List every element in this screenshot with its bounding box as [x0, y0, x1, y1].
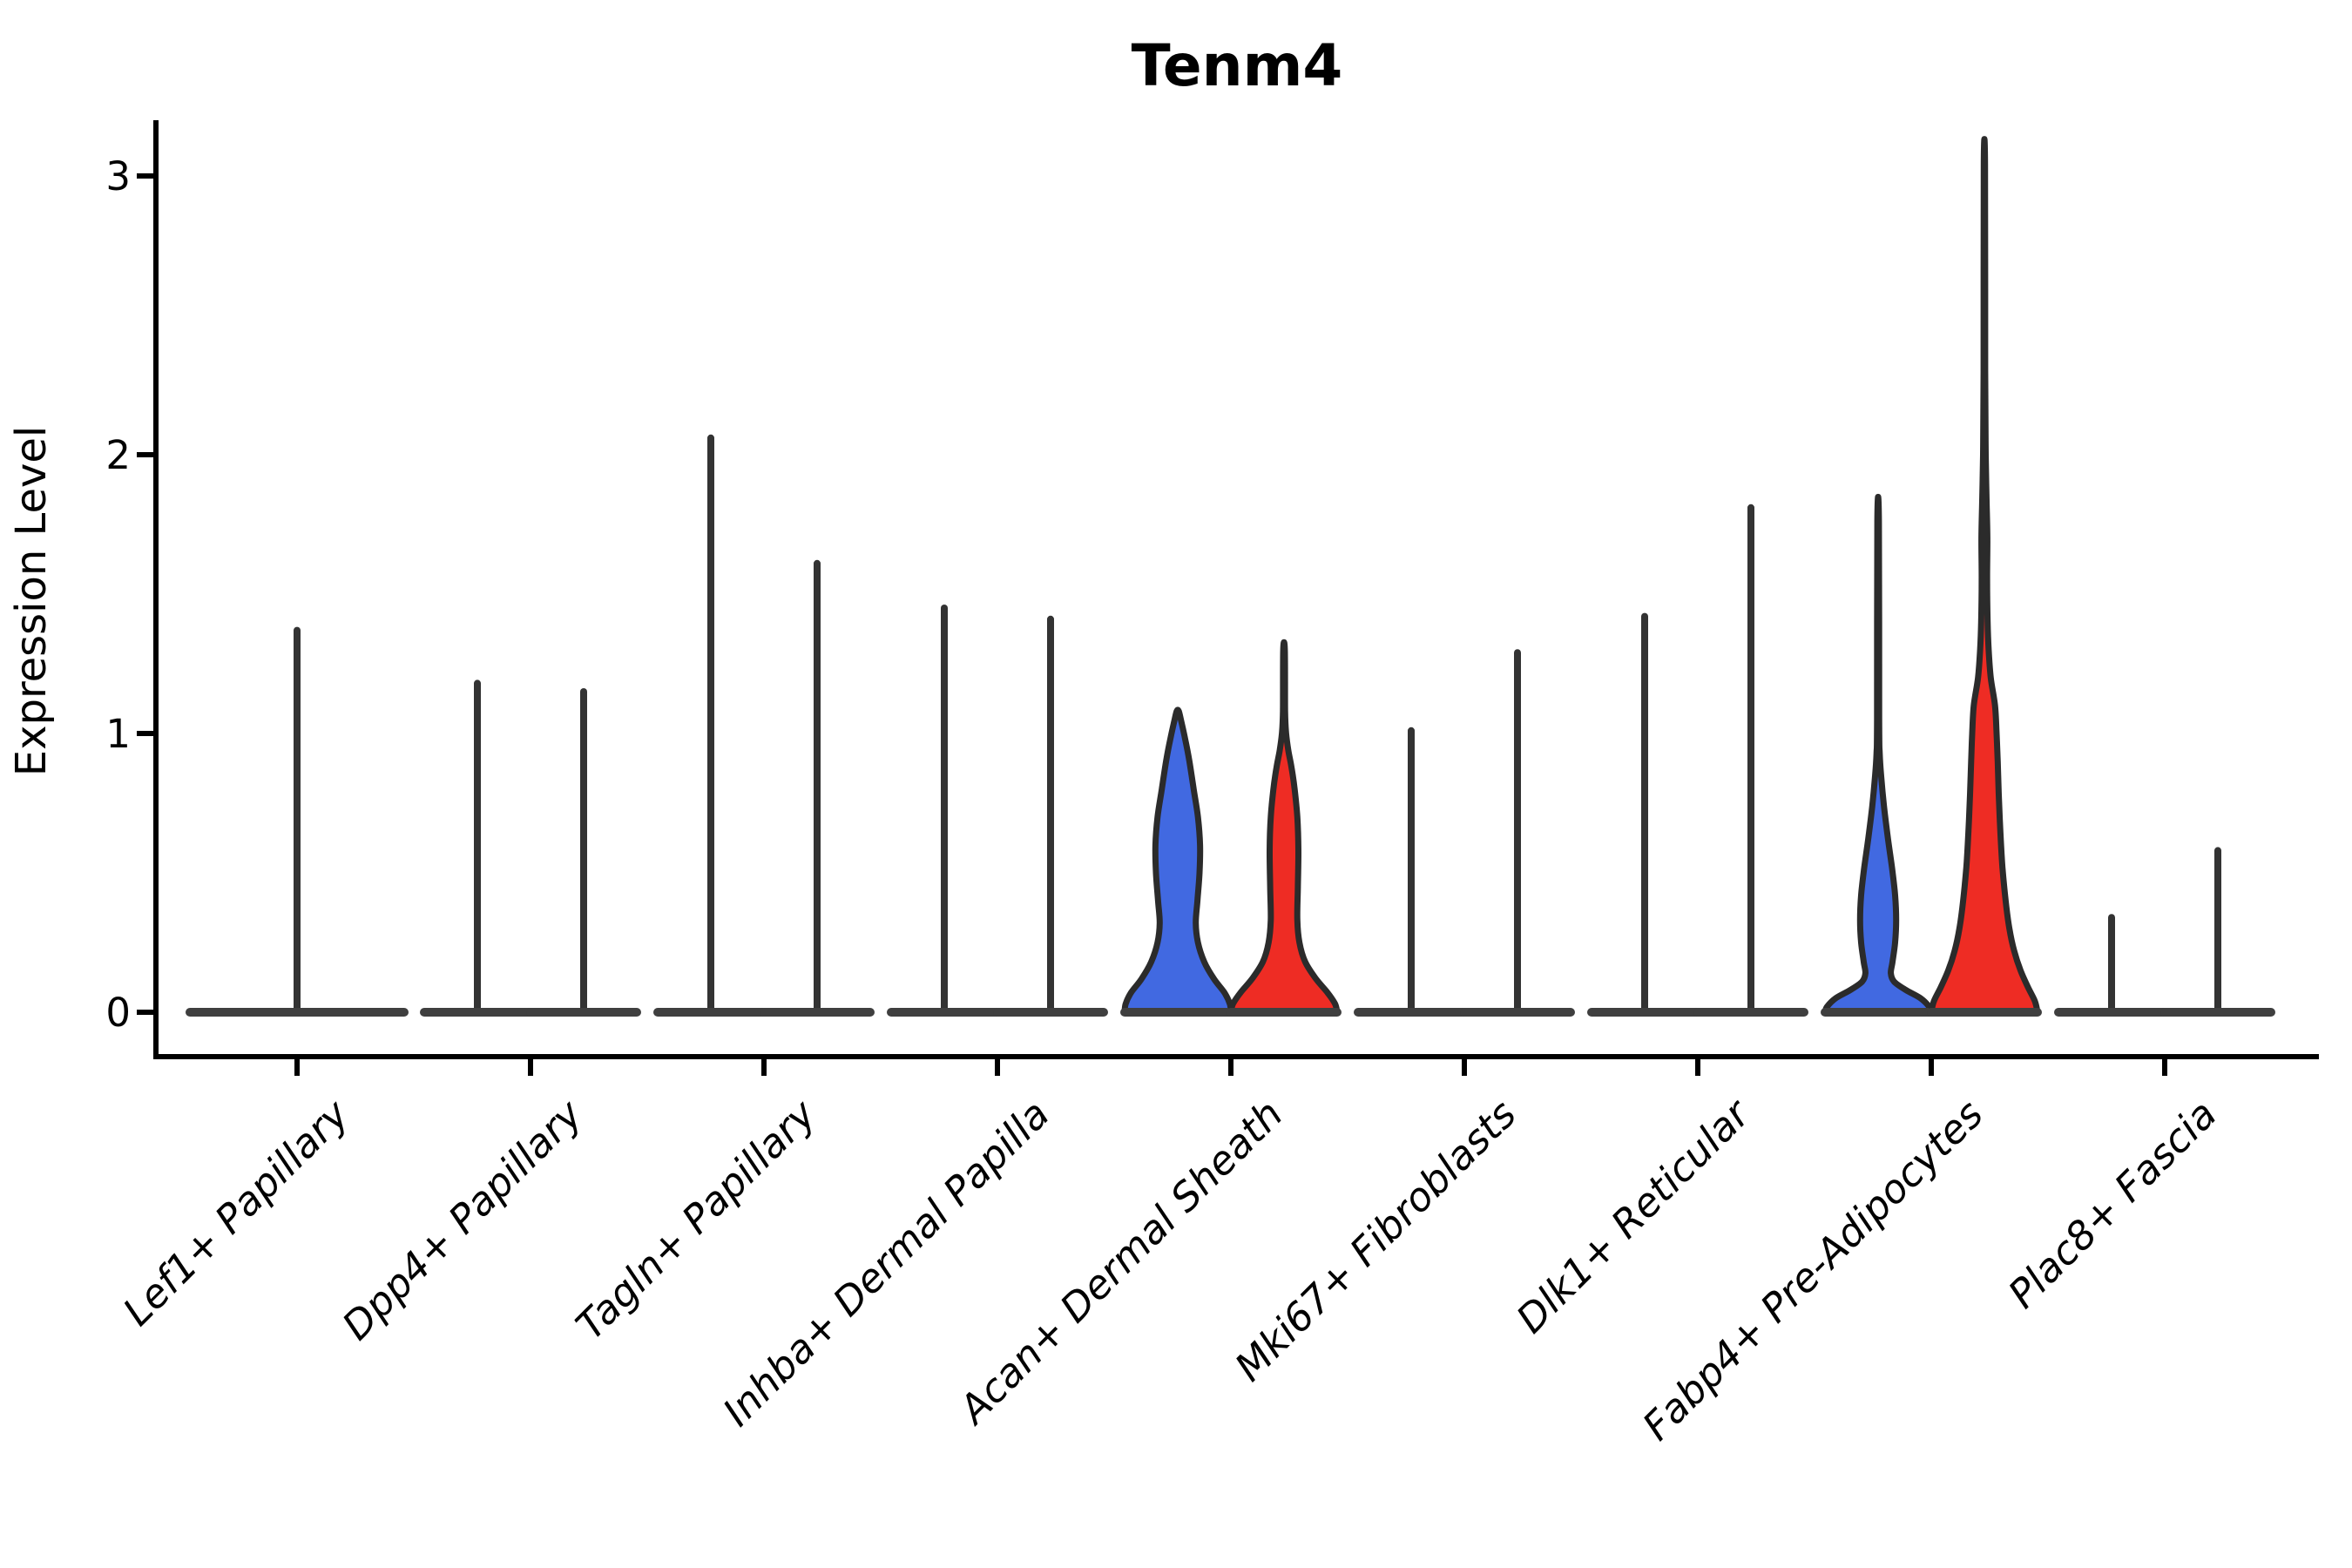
x-axis-label-plac8-fascia: Plac8+ Fascia: [1999, 1091, 2226, 1317]
violins-layer: [186, 136, 2275, 1017]
x-axis-label-lef1-papillary: Lef1+ Papillary: [114, 1090, 359, 1335]
x-axis-label-dpp4-papillary: Dpp4+ Papillary: [334, 1090, 592, 1348]
x-axis-label-dlk1-reticular: Dlk1+ Reticular: [1507, 1090, 1760, 1342]
y-tick-label-1: 1: [105, 711, 131, 757]
x-axis-label-tagln-papillary: Tagln+ Papillary: [567, 1090, 826, 1348]
y-tick-label-3: 3: [105, 153, 131, 199]
violin-acan-dermal-sheath-right: [1227, 639, 1341, 1016]
violin-fabp4-pre-adipocytes-left: [1821, 494, 1935, 1016]
y-tick-label-2: 2: [105, 432, 131, 478]
y-axis-label: Expression Level: [7, 426, 56, 777]
violin-acan-dermal-sheath-left: [1121, 706, 1234, 1016]
axes-layer: [137, 120, 2319, 1076]
y-tick-label-0: 0: [105, 990, 131, 1036]
plot-title: Tenm4: [1132, 32, 1343, 99]
violin-fabp4-pre-adipocytes-right: [1928, 136, 2041, 1016]
